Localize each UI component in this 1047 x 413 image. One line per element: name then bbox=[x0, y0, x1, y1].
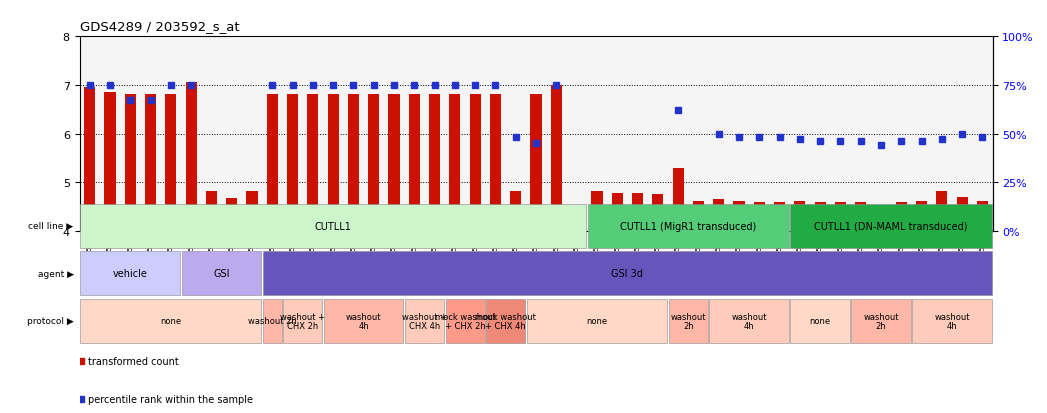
Text: none: none bbox=[586, 317, 607, 325]
Bar bbox=[855, 202, 866, 231]
Bar bbox=[267, 95, 277, 231]
Bar bbox=[81, 252, 180, 295]
Bar bbox=[510, 192, 521, 231]
Bar bbox=[790, 204, 992, 248]
Bar bbox=[182, 252, 262, 295]
Bar bbox=[408, 95, 420, 231]
Bar bbox=[795, 201, 805, 231]
Text: transformed count: transformed count bbox=[88, 356, 179, 366]
Bar bbox=[84, 88, 95, 231]
Bar bbox=[851, 299, 911, 343]
Text: GSI 3d: GSI 3d bbox=[611, 268, 643, 279]
Bar bbox=[733, 201, 744, 231]
Bar bbox=[669, 299, 708, 343]
Text: washout +
CHX 2h: washout + CHX 2h bbox=[281, 312, 326, 330]
Bar bbox=[246, 192, 258, 231]
Text: none: none bbox=[809, 317, 830, 325]
Bar bbox=[470, 95, 481, 231]
Bar bbox=[531, 95, 541, 231]
Bar bbox=[632, 193, 643, 231]
Bar bbox=[490, 95, 502, 231]
Text: washout
2h: washout 2h bbox=[863, 312, 898, 330]
Bar bbox=[713, 200, 725, 231]
Text: cell line ▶: cell line ▶ bbox=[28, 222, 73, 230]
Bar bbox=[388, 95, 400, 231]
Text: protocol ▶: protocol ▶ bbox=[27, 317, 73, 325]
Bar bbox=[348, 95, 359, 231]
Bar bbox=[165, 95, 177, 231]
Bar bbox=[709, 299, 788, 343]
Text: washout +
CHX 4h: washout + CHX 4h bbox=[402, 312, 447, 330]
Text: CUTLL1: CUTLL1 bbox=[315, 221, 352, 231]
Text: GSI: GSI bbox=[214, 268, 230, 279]
Bar bbox=[324, 299, 403, 343]
Text: CUTLL1 (DN-MAML transduced): CUTLL1 (DN-MAML transduced) bbox=[815, 221, 967, 231]
Text: washout 2h: washout 2h bbox=[248, 317, 296, 325]
Bar bbox=[287, 95, 298, 231]
Text: agent ▶: agent ▶ bbox=[38, 269, 73, 278]
Bar bbox=[486, 299, 526, 343]
Bar bbox=[263, 252, 992, 295]
Text: CUTLL1 (MigR1 transduced): CUTLL1 (MigR1 transduced) bbox=[620, 221, 756, 231]
Bar bbox=[834, 202, 846, 231]
Bar bbox=[527, 299, 667, 343]
Bar bbox=[875, 214, 887, 231]
Text: percentile rank within the sample: percentile rank within the sample bbox=[88, 394, 253, 404]
Text: washout
4h: washout 4h bbox=[934, 312, 970, 330]
Text: mock washout
+ CHX 4h: mock washout + CHX 4h bbox=[475, 312, 536, 330]
Bar bbox=[936, 192, 948, 231]
Bar bbox=[790, 299, 850, 343]
Bar bbox=[571, 207, 582, 231]
Bar bbox=[551, 86, 562, 231]
Bar bbox=[328, 95, 339, 231]
Bar bbox=[429, 95, 440, 231]
Bar bbox=[774, 202, 785, 231]
Bar bbox=[652, 195, 664, 231]
Bar bbox=[957, 197, 967, 231]
Bar bbox=[815, 202, 826, 231]
Bar bbox=[226, 198, 238, 231]
Bar bbox=[405, 299, 444, 343]
Text: GDS4289 / 203592_s_at: GDS4289 / 203592_s_at bbox=[80, 20, 239, 33]
Text: mock washout
+ CHX 2h: mock washout + CHX 2h bbox=[435, 312, 495, 330]
Bar bbox=[587, 204, 788, 248]
Bar bbox=[693, 201, 704, 231]
Bar bbox=[263, 299, 282, 343]
Bar bbox=[308, 95, 318, 231]
Bar bbox=[977, 201, 988, 231]
Bar bbox=[144, 95, 156, 231]
Bar bbox=[449, 95, 461, 231]
Bar bbox=[916, 201, 928, 231]
Bar bbox=[125, 95, 136, 231]
Bar bbox=[672, 168, 684, 231]
Text: none: none bbox=[160, 317, 181, 325]
Text: washout
2h: washout 2h bbox=[670, 312, 706, 330]
Text: washout
4h: washout 4h bbox=[346, 312, 381, 330]
Bar bbox=[105, 93, 115, 231]
Bar bbox=[446, 299, 485, 343]
Bar bbox=[754, 202, 764, 231]
Bar bbox=[611, 193, 623, 231]
Bar bbox=[895, 202, 907, 231]
Text: vehicle: vehicle bbox=[113, 268, 148, 279]
Text: washout
4h: washout 4h bbox=[732, 312, 766, 330]
Bar bbox=[284, 299, 322, 343]
Bar bbox=[369, 95, 379, 231]
Bar bbox=[81, 204, 586, 248]
Bar bbox=[81, 299, 262, 343]
Bar bbox=[592, 192, 602, 231]
Bar bbox=[206, 192, 217, 231]
Bar bbox=[185, 83, 197, 231]
Bar bbox=[912, 299, 992, 343]
